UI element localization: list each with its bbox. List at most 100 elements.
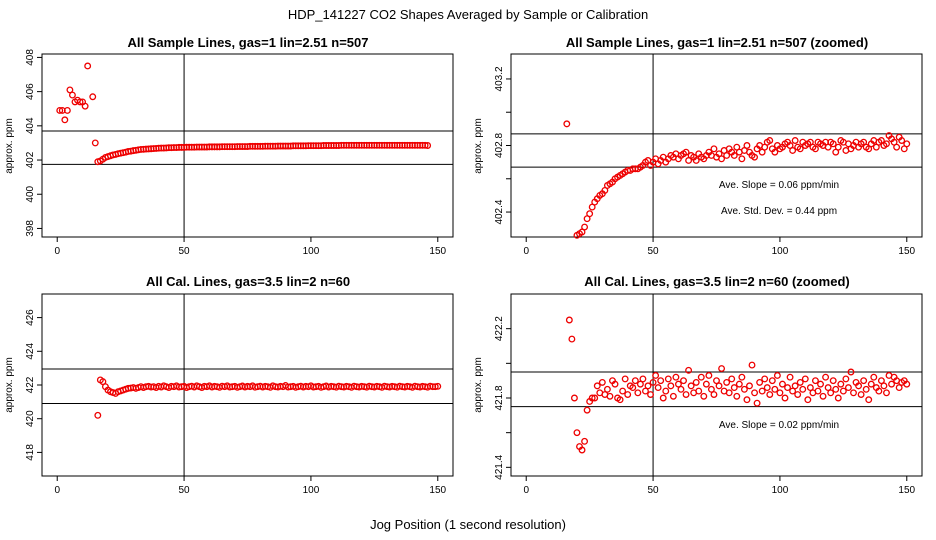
data-point xyxy=(834,143,842,151)
data-point xyxy=(791,382,799,390)
panel-title: All Sample Lines, gas=1 lin=2.51 n=507 xyxy=(128,35,369,50)
y-tick-label: 422.2 xyxy=(494,316,505,341)
panel-title: All Sample Lines, gas=1 lin=2.51 n=507 (… xyxy=(566,35,868,50)
data-point xyxy=(766,137,774,144)
data-point xyxy=(883,389,890,397)
data-point xyxy=(581,223,589,231)
data-point xyxy=(677,385,685,393)
panel-sample-full: All Sample Lines, gas=1 lin=2.51 n=507 a… xyxy=(4,35,454,257)
data-point xyxy=(603,385,611,393)
data-point xyxy=(634,389,642,397)
data-point xyxy=(784,384,791,392)
data-point xyxy=(804,396,812,404)
data-point xyxy=(636,380,644,388)
data-point xyxy=(746,382,753,390)
annotation-text: Ave. Std. Dev. = 0.44 ppm xyxy=(721,206,837,217)
x-tick-label: 100 xyxy=(303,485,320,496)
data-point xyxy=(850,389,857,397)
figure-x-label: Jog Position (1 second resolution) xyxy=(370,517,566,532)
data-point xyxy=(707,385,715,393)
x-tick-label: 0 xyxy=(523,485,529,496)
y-tick-label: 408 xyxy=(25,49,36,66)
x-tick-label: 0 xyxy=(54,485,60,496)
data-point xyxy=(619,387,627,395)
data-point xyxy=(743,396,751,404)
data-point xyxy=(89,93,97,101)
data-point xyxy=(728,375,736,383)
y-tick-label: 404 xyxy=(25,117,36,134)
data-point xyxy=(771,385,779,393)
data-point xyxy=(598,378,606,386)
data-point xyxy=(893,143,901,151)
data-point xyxy=(687,382,695,390)
data-point xyxy=(751,389,759,397)
data-point xyxy=(682,148,690,156)
data-point xyxy=(796,378,804,386)
data-point xyxy=(76,98,84,106)
y-tick-label: 424 xyxy=(25,343,36,360)
x-tick-label: 100 xyxy=(772,246,789,257)
data-point xyxy=(63,106,71,114)
data-point xyxy=(588,394,596,402)
data-point xyxy=(753,399,761,407)
data-point xyxy=(431,383,439,391)
data-point xyxy=(829,140,837,148)
data-point xyxy=(779,380,786,388)
x-tick-label: 100 xyxy=(772,485,789,496)
data-point xyxy=(860,377,868,385)
data-point xyxy=(730,384,738,392)
data-point xyxy=(903,140,911,148)
data-point xyxy=(867,380,875,388)
data-point xyxy=(606,392,614,400)
data-point xyxy=(61,116,69,124)
y-tick-label: 422 xyxy=(25,376,36,393)
data-point xyxy=(819,392,827,400)
data-point xyxy=(834,394,842,402)
data-point xyxy=(570,394,578,402)
panel-title: All Cal. Lines, gas=3.5 lin=2 n=60 xyxy=(146,274,350,289)
data-point xyxy=(758,387,766,395)
data-point xyxy=(639,375,647,383)
data-point xyxy=(616,396,624,404)
y-tick-label: 420 xyxy=(25,410,36,427)
data-point xyxy=(837,380,845,388)
data-point xyxy=(705,372,713,379)
x-tick-label: 100 xyxy=(303,246,320,257)
y-tick-label: 421.4 xyxy=(494,454,505,479)
data-point xyxy=(847,368,855,376)
data-point xyxy=(811,145,819,153)
data-point xyxy=(895,384,903,392)
data-point xyxy=(862,385,870,393)
data-point xyxy=(710,145,718,153)
data-point xyxy=(723,378,731,386)
y-tick-label: 402.4 xyxy=(494,199,505,224)
data-point xyxy=(829,377,837,385)
data-point xyxy=(434,382,442,390)
data-point xyxy=(611,380,619,388)
y-tick-label: 398 xyxy=(25,220,36,237)
data-point xyxy=(629,384,637,392)
data-point xyxy=(697,373,705,381)
x-tick-label: 150 xyxy=(429,246,446,257)
y-tick-label: 400 xyxy=(25,185,36,202)
data-point xyxy=(756,378,764,386)
data-point xyxy=(748,361,756,369)
data-point xyxy=(857,391,865,398)
data-point xyxy=(735,380,743,388)
x-tick-label: 50 xyxy=(648,485,660,496)
data-point xyxy=(642,387,649,395)
x-tick-label: 0 xyxy=(54,246,60,257)
y-tick-label: 418 xyxy=(25,444,36,461)
data-point xyxy=(824,384,832,392)
data-point xyxy=(657,377,665,385)
data-point xyxy=(662,387,670,395)
panel-sample-zoomed: All Sample Lines, gas=1 lin=2.51 n=507 (… xyxy=(473,35,923,257)
data-point xyxy=(898,137,906,144)
data-point xyxy=(695,387,703,395)
data-point xyxy=(842,375,850,383)
data-point xyxy=(776,389,784,397)
data-point xyxy=(822,373,830,381)
data-point xyxy=(654,384,662,392)
data-point xyxy=(740,385,748,393)
